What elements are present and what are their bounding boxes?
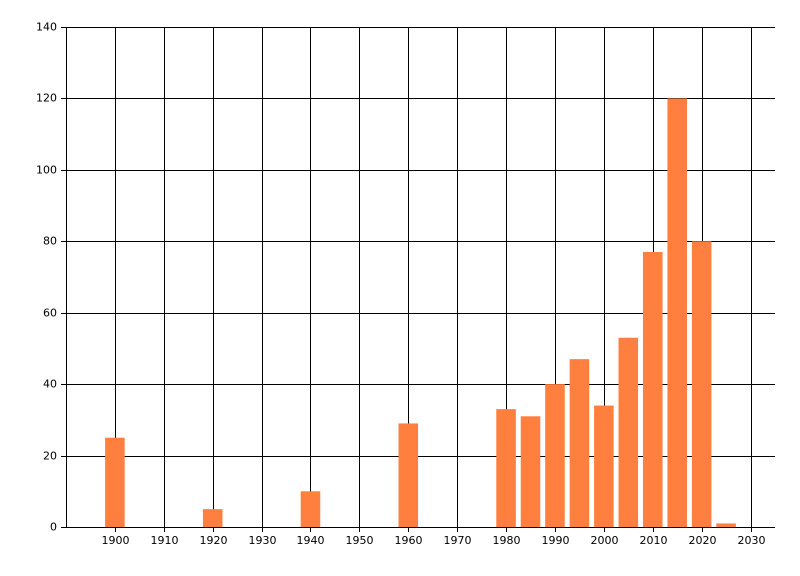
y-tick-label: 0	[50, 521, 57, 534]
bar	[667, 98, 687, 527]
y-tick-label: 80	[43, 235, 57, 248]
x-tick-label: 1920	[200, 534, 228, 547]
bar	[691, 241, 712, 528]
bar	[594, 405, 614, 527]
bar	[545, 384, 565, 527]
y-tick-label: 20	[43, 450, 57, 463]
x-tick-label: 1910	[151, 534, 179, 547]
x-tick-label: 2010	[640, 534, 668, 547]
x-tick-label: 1970	[444, 534, 472, 547]
x-tick-label: 1930	[249, 534, 277, 547]
y-tick-label: 120	[36, 92, 57, 105]
bar	[716, 523, 736, 527]
x-tick-label: 2020	[689, 534, 717, 547]
bar	[202, 509, 223, 527]
bar	[569, 359, 590, 527]
bar	[105, 437, 125, 527]
x-tick-label: 2000	[591, 534, 619, 547]
bar	[520, 416, 541, 527]
y-tick-label: 100	[36, 164, 57, 177]
y-tick-label: 40	[43, 378, 57, 391]
x-tick-label: 1960	[395, 534, 423, 547]
y-tick-label: 60	[43, 307, 57, 320]
x-tick-label: 1950	[346, 534, 374, 547]
bar	[496, 409, 516, 527]
x-tick-label: 1900	[102, 534, 130, 547]
bar	[300, 491, 321, 527]
x-tick-label: 1980	[493, 534, 521, 547]
x-tick-label: 2030	[738, 534, 766, 547]
bar	[398, 423, 419, 527]
bar	[618, 337, 639, 527]
bar	[642, 252, 663, 527]
x-tick-label: 1940	[297, 534, 325, 547]
y-tick-label: 140	[36, 21, 57, 34]
x-tick-label: 1990	[542, 534, 570, 547]
